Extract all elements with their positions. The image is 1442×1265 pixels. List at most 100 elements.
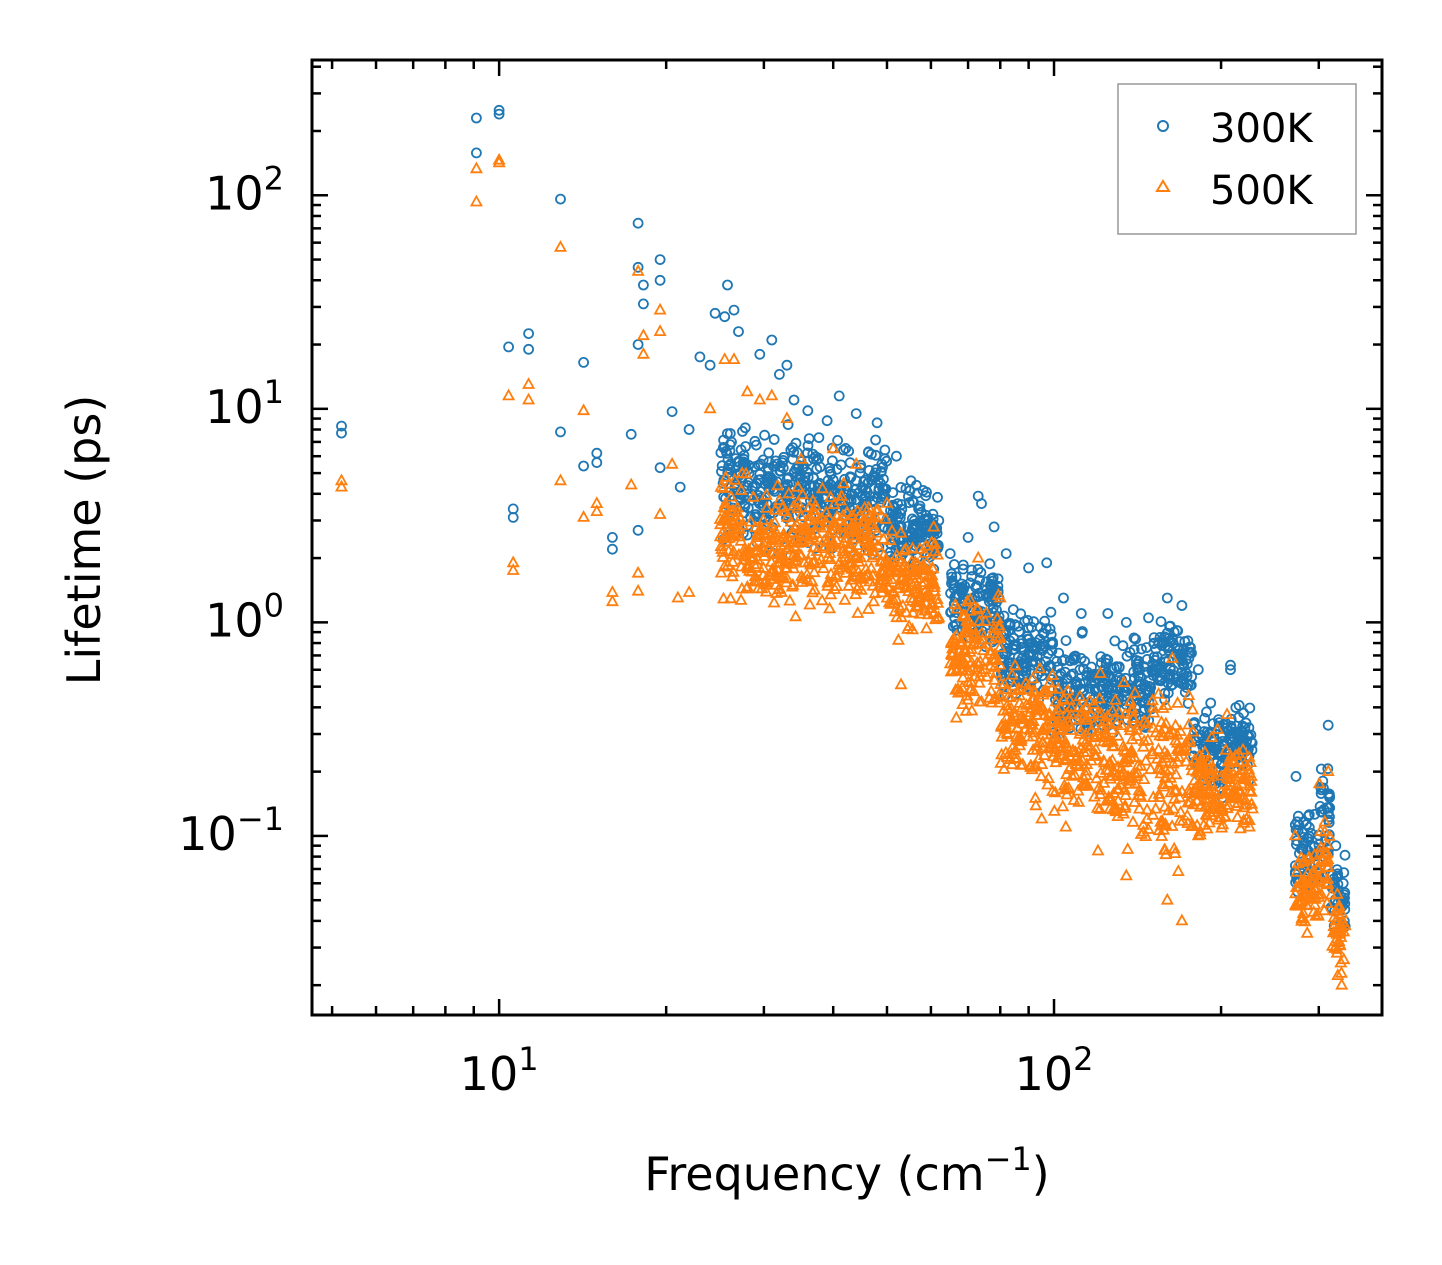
point-500k bbox=[713, 517, 728, 530]
point-500k bbox=[727, 352, 741, 365]
point-500k bbox=[1178, 744, 1192, 756]
point-500k bbox=[837, 517, 851, 530]
point-500k bbox=[874, 575, 888, 588]
point-500k bbox=[957, 626, 971, 638]
point-300k bbox=[1012, 651, 1024, 663]
point-500k bbox=[952, 644, 966, 657]
point-500k bbox=[1146, 790, 1160, 802]
point-500k bbox=[1182, 717, 1196, 730]
point-500k bbox=[1216, 817, 1230, 830]
point-300k bbox=[838, 444, 849, 456]
point-500k bbox=[762, 539, 776, 552]
point-500k bbox=[1301, 865, 1315, 878]
point-500k bbox=[1103, 771, 1118, 784]
point-500k bbox=[1076, 732, 1090, 745]
point-500k bbox=[815, 593, 829, 606]
point-500k bbox=[1093, 709, 1107, 721]
point-500k bbox=[1123, 771, 1137, 784]
point-500k bbox=[880, 590, 894, 603]
point-500k bbox=[1023, 722, 1037, 735]
point-300k bbox=[1102, 654, 1114, 666]
point-500k bbox=[1047, 739, 1062, 752]
point-500k bbox=[829, 533, 843, 545]
point-500k bbox=[1233, 821, 1247, 834]
point-300k bbox=[1088, 670, 1099, 682]
point-500k bbox=[722, 530, 736, 543]
point-500k bbox=[949, 710, 963, 723]
point-300k bbox=[1178, 660, 1190, 672]
point-500k bbox=[1004, 701, 1018, 714]
point-500k bbox=[753, 545, 767, 557]
point-500k bbox=[1013, 738, 1027, 751]
point-500k bbox=[1034, 769, 1048, 782]
point-500k bbox=[762, 567, 776, 580]
point-300k bbox=[764, 471, 775, 483]
point-300k bbox=[877, 461, 888, 473]
point-500k bbox=[1097, 714, 1111, 727]
point-500k bbox=[791, 479, 805, 492]
point-500k bbox=[1240, 759, 1254, 771]
point-500k bbox=[1008, 658, 1022, 671]
point-500k bbox=[1168, 718, 1183, 731]
point-500k bbox=[1220, 801, 1234, 814]
legend-label-300k: 300K bbox=[1210, 106, 1314, 152]
point-500k bbox=[972, 675, 986, 688]
point-500k bbox=[861, 526, 875, 539]
point-500k bbox=[1312, 776, 1326, 789]
point-500k bbox=[1072, 795, 1086, 807]
point-300k bbox=[654, 462, 666, 474]
point-500k bbox=[1074, 724, 1088, 737]
point-500k bbox=[1108, 693, 1122, 705]
point-500k bbox=[1159, 847, 1173, 860]
point-500k bbox=[967, 637, 981, 649]
point-300k bbox=[908, 496, 919, 508]
point-500k bbox=[970, 655, 984, 668]
point-300k bbox=[1339, 849, 1351, 861]
point-500k bbox=[1182, 688, 1196, 701]
point-500k bbox=[1117, 675, 1131, 688]
point-500k bbox=[1103, 768, 1117, 781]
point-500k bbox=[925, 561, 939, 573]
point-500k bbox=[994, 677, 1008, 689]
point-500k bbox=[1013, 729, 1027, 742]
point-500k bbox=[1060, 706, 1074, 719]
point-500k bbox=[1005, 740, 1019, 753]
point-500k bbox=[1093, 691, 1107, 704]
point-500k bbox=[823, 546, 837, 558]
point-500k bbox=[880, 495, 894, 508]
point-500k bbox=[1101, 708, 1115, 721]
point-500k bbox=[856, 571, 870, 584]
point-500k bbox=[1032, 751, 1046, 764]
point-500k bbox=[1244, 774, 1258, 786]
point-500k bbox=[881, 563, 895, 575]
point-300k bbox=[766, 334, 778, 346]
point-300k bbox=[1199, 713, 1210, 724]
point-500k bbox=[787, 554, 801, 567]
point-500k bbox=[963, 683, 977, 696]
point-500k bbox=[883, 596, 898, 609]
legend: 300K 500K bbox=[1117, 83, 1357, 235]
point-500k bbox=[1186, 797, 1200, 810]
point-500k bbox=[969, 626, 983, 639]
point-500k bbox=[1019, 676, 1033, 688]
point-500k bbox=[1300, 898, 1314, 911]
point-500k bbox=[726, 564, 740, 577]
point-500k bbox=[1220, 766, 1234, 779]
point-500k bbox=[1158, 799, 1172, 812]
point-300k bbox=[1155, 616, 1167, 627]
point-300k bbox=[1045, 637, 1057, 649]
point-300k bbox=[863, 446, 874, 458]
x-axis-label: Frequency (cm−1) bbox=[644, 1140, 1049, 1201]
point-500k bbox=[966, 660, 980, 673]
point-500k bbox=[820, 534, 834, 547]
point-500k bbox=[1132, 801, 1146, 814]
point-300k bbox=[1332, 871, 1344, 882]
point-300k bbox=[1161, 592, 1173, 604]
point-300k bbox=[1128, 632, 1140, 644]
point-500k bbox=[1040, 684, 1054, 697]
point-500k bbox=[1127, 795, 1142, 807]
point-500k bbox=[1062, 718, 1076, 731]
point-500k bbox=[773, 581, 787, 594]
point-500k bbox=[1166, 756, 1180, 769]
point-500k bbox=[1076, 776, 1090, 789]
